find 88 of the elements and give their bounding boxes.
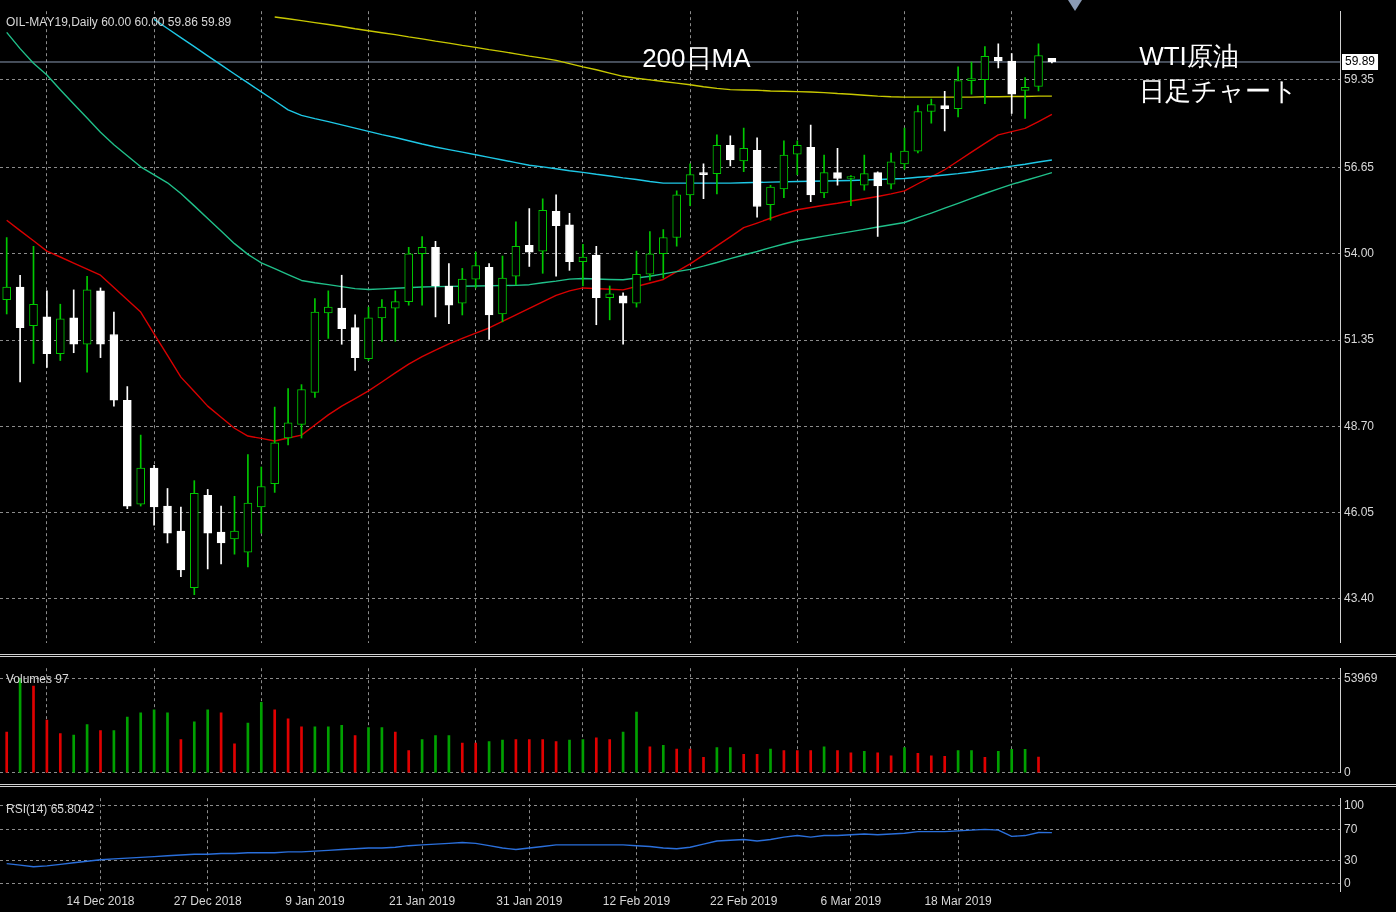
candlestick — [792, 140, 802, 175]
y-tick-label: 54.00 — [1344, 246, 1375, 261]
bar — [929, 755, 933, 773]
bar — [139, 712, 143, 773]
bar — [460, 742, 464, 773]
candlestick — [846, 175, 856, 206]
candlestick — [390, 290, 400, 342]
y-tick-label: 0 — [1344, 876, 1351, 891]
bar — [300, 726, 303, 773]
y-tick-label: 46.05 — [1344, 504, 1375, 519]
bar — [501, 739, 504, 773]
candlestick — [993, 43, 1003, 69]
bar — [125, 716, 129, 773]
x-tick-label: 31 Jan 2019 — [496, 894, 563, 909]
bar — [568, 739, 571, 773]
y-tick-label: 56.65 — [1344, 159, 1375, 174]
bar — [99, 730, 102, 773]
bar — [434, 735, 437, 773]
candlestick — [551, 194, 561, 277]
x-tick-label: 18 Mar 2019 — [924, 894, 993, 909]
candlestick — [1020, 77, 1030, 119]
y-tick-label: 51.35 — [1344, 332, 1375, 347]
y-tick-label: 48.70 — [1344, 418, 1375, 433]
candlestick — [2, 237, 12, 315]
bar — [192, 721, 196, 773]
y-tick-label: 70 — [1344, 821, 1358, 836]
chart-title: Volumes 97 — [6, 671, 70, 686]
bar — [527, 739, 531, 773]
bar — [474, 742, 478, 773]
bar — [407, 750, 411, 773]
bar — [809, 750, 813, 773]
bar — [594, 737, 598, 773]
bar — [1010, 748, 1014, 773]
candlestick — [323, 290, 333, 339]
bar — [72, 734, 76, 773]
x-tick-label: 9 Jan 2019 — [285, 894, 345, 909]
y-tick-label: 30 — [1344, 852, 1358, 867]
bar — [742, 753, 746, 773]
candlestick — [873, 171, 883, 237]
bar — [206, 709, 210, 773]
bar — [836, 750, 839, 773]
bar — [661, 745, 665, 773]
chart-title: RSI(14) 65.8042 — [6, 801, 95, 816]
bar — [876, 752, 880, 773]
bar — [728, 747, 732, 773]
candlestick — [618, 292, 628, 345]
bar — [903, 747, 906, 773]
bar — [58, 733, 62, 773]
candlestick — [524, 208, 534, 267]
candlestick — [605, 285, 615, 321]
x-tick-label: 21 Jan 2019 — [389, 894, 456, 909]
x-tick-label: 27 Dec 2018 — [173, 894, 243, 909]
bar — [5, 731, 9, 773]
bar — [635, 711, 638, 773]
annotation: WTI原油 — [1139, 41, 1239, 72]
ref-line-label: 59.89 — [1345, 54, 1376, 69]
y-tick-label: 0 — [1344, 765, 1351, 780]
bar — [675, 748, 679, 773]
bar — [273, 709, 277, 773]
bar — [340, 725, 344, 773]
bar — [862, 751, 866, 773]
x-tick-label: 14 Dec 2018 — [66, 894, 135, 909]
candlestick — [940, 90, 950, 132]
annotation: 200日MA — [642, 43, 752, 74]
bar — [702, 756, 705, 773]
y-tick-label: 59.35 — [1344, 71, 1375, 86]
y-tick-label: 53969 — [1344, 671, 1378, 686]
bar — [259, 702, 263, 773]
bar — [1037, 756, 1040, 773]
bar — [996, 751, 1000, 773]
bar — [608, 739, 612, 773]
bar — [393, 731, 397, 773]
bar — [326, 726, 330, 773]
bar — [769, 748, 772, 773]
bar — [367, 727, 370, 773]
x-tick-label: 12 Feb 2019 — [602, 894, 671, 909]
x-tick-label: 6 Mar 2019 — [820, 894, 882, 909]
x-tick-label: 22 Feb 2019 — [710, 894, 778, 909]
bar — [32, 685, 35, 773]
bar — [541, 739, 545, 773]
bar — [943, 756, 947, 773]
bar — [233, 743, 236, 773]
annotation: 日足チャート — [1139, 76, 1299, 107]
y-tick-label: 43.40 — [1344, 591, 1375, 606]
y-tick-label: 100 — [1344, 798, 1365, 813]
bar — [970, 750, 973, 773]
bar — [795, 750, 799, 773]
bar — [166, 712, 169, 773]
